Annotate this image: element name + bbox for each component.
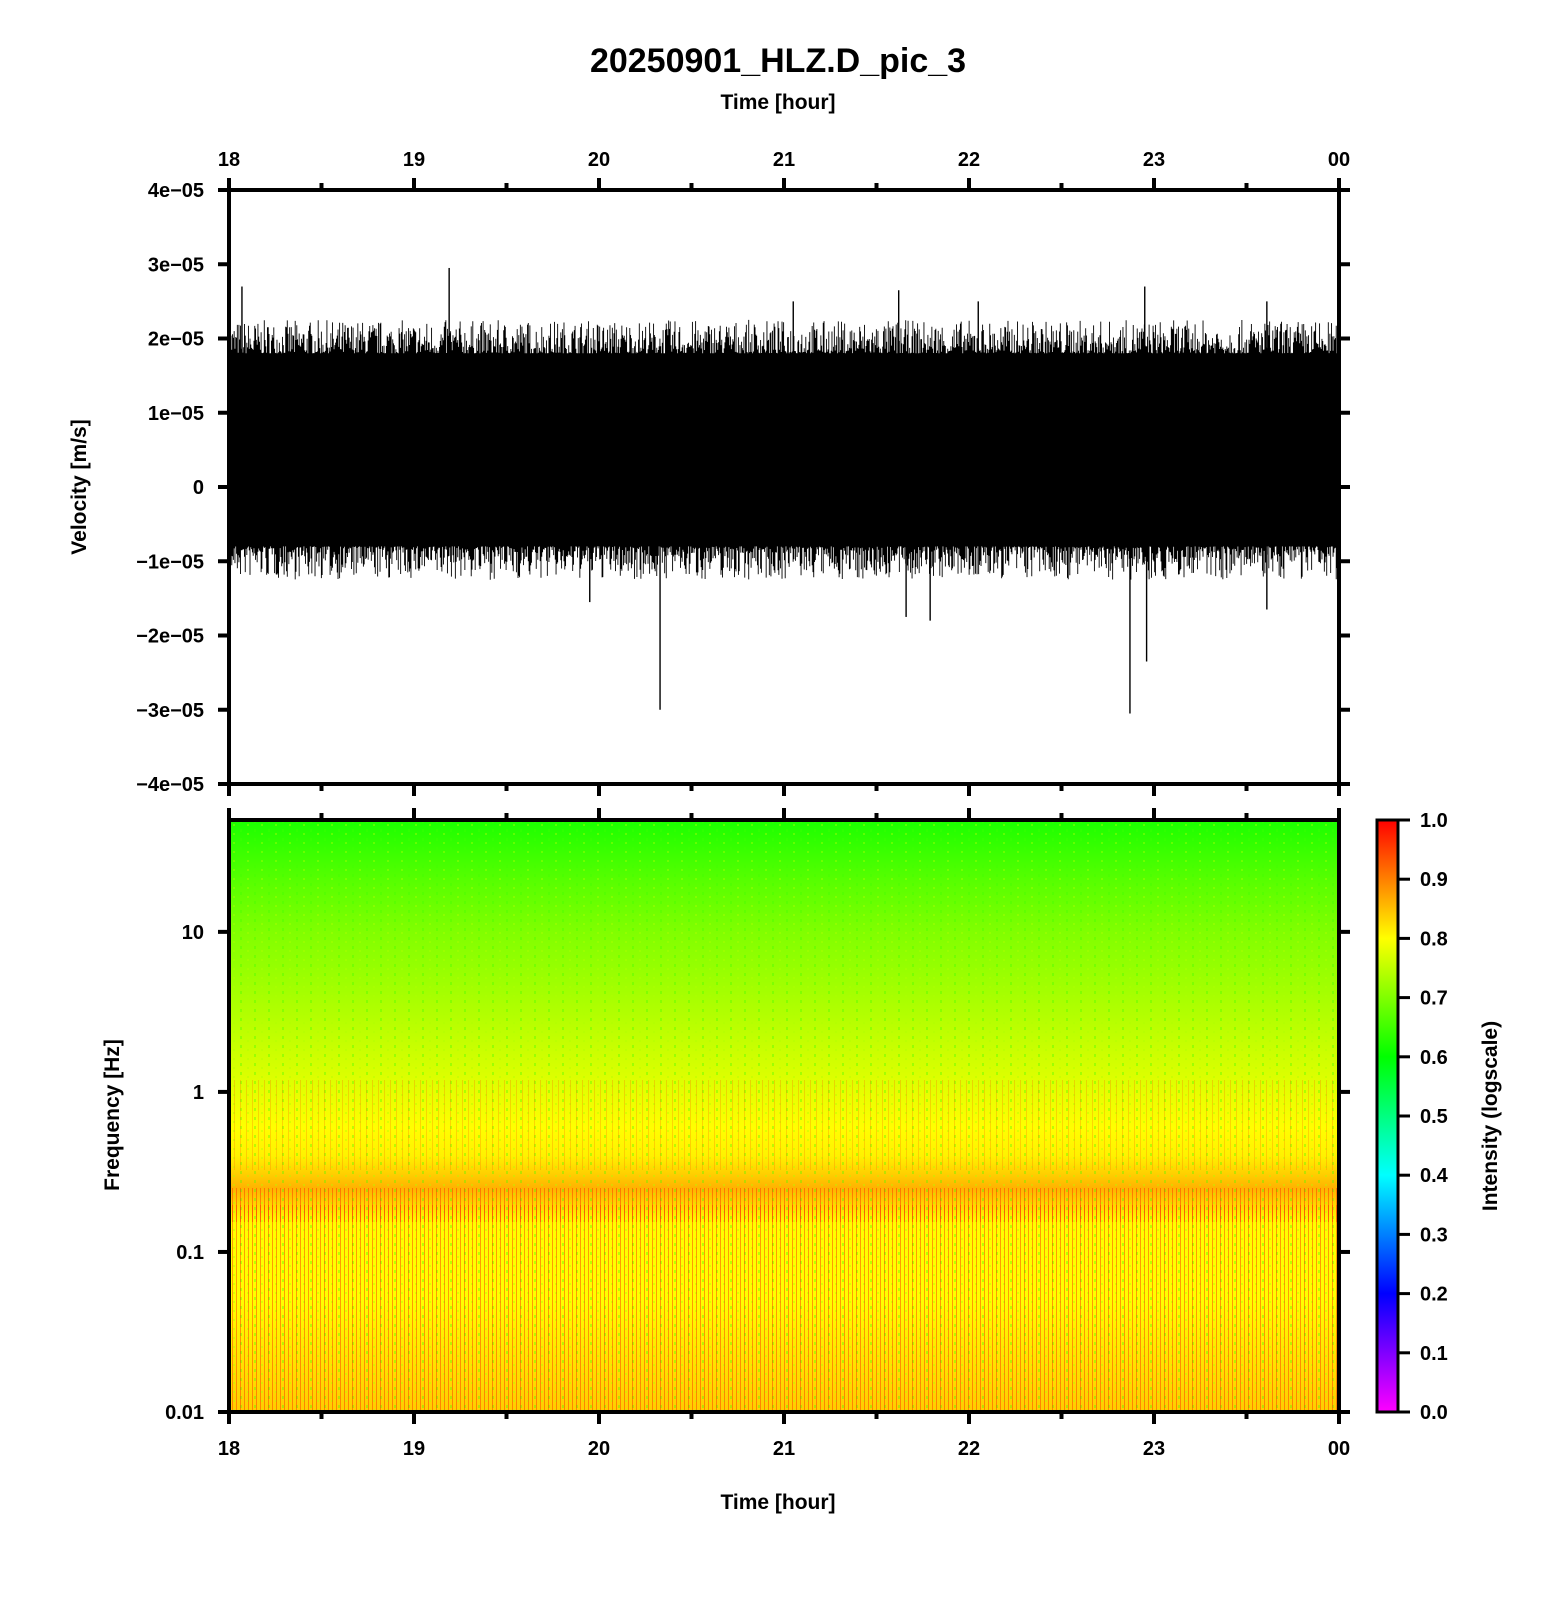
waveform-y-tick-label: −1e−05 <box>136 551 204 573</box>
spectrogram-y-ticks: 10 1 0.1 0.01 <box>165 922 1350 1424</box>
top-x-tick-label: 18 <box>218 149 240 171</box>
waveform-y-ticks: 4e−05 3e−05 2e−05 1e−05 0 −1e−05 −2e−05 −3e−05 −… <box>136 180 1350 796</box>
colorbar-tick-label: 0.6 <box>1420 1047 1448 1069</box>
spectrogram-y-axis-title: Frequency [Hz] <box>101 1039 124 1191</box>
bottom-x-axis-title: Time [hour] <box>720 1491 835 1514</box>
colorbar-tick-label: 0.2 <box>1420 1284 1448 1306</box>
waveform-x-ticks: 18 19 20 21 22 23 00 <box>218 149 1350 796</box>
top-x-axis-title: Time [hour] <box>720 91 835 114</box>
colorbar-tick-label: 0.5 <box>1420 1106 1448 1128</box>
colorbar-tick-label: 1.0 <box>1420 810 1448 832</box>
waveform-y-axis-title: Velocity [m/s] <box>68 419 91 554</box>
colorbar-tick-label: 0.0 <box>1420 1402 1448 1424</box>
colorbar-tick-label: 0.9 <box>1420 869 1448 891</box>
colorbar-tick-label: 0.7 <box>1420 988 1448 1010</box>
spectrogram-y-tick-label: 10 <box>182 922 204 944</box>
waveform-y-tick-label: 1e−05 <box>148 403 204 425</box>
waveform-y-tick-label: −3e−05 <box>136 700 204 722</box>
colorbar-ticks: 0.0 0.1 0.2 0.3 0.4 0.5 0.6 0.7 0.8 0.9 1.0 <box>1398 810 1449 1424</box>
waveform-y-tick-label: −2e−05 <box>136 626 204 648</box>
waveform-y-tick-label: 4e−05 <box>148 180 204 202</box>
spectrogram-y-tick-label: 1 <box>193 1082 204 1104</box>
waveform-panel: 18 19 20 21 22 23 00 4e−05 3e−05 2e−05 1e−05 0 −1e−… <box>68 149 1350 796</box>
top-x-tick-label: 20 <box>588 149 610 171</box>
bottom-x-tick-label: 21 <box>773 1438 795 1460</box>
spectrogram-y-tick-label: 0.1 <box>176 1242 204 1264</box>
waveform-core-band <box>229 360 1339 539</box>
top-x-tick-label: 00 <box>1328 149 1350 171</box>
spectrogram-upper-striping <box>229 1080 1339 1170</box>
spectrogram-y-tick-label: 0.01 <box>165 1402 204 1424</box>
waveform-trace <box>228 267 1340 714</box>
top-x-tick-label: 23 <box>1143 149 1165 171</box>
spectrogram-panel: 18 19 20 21 22 23 00 10 1 0.1 0.01 Frequency [Hz]… <box>101 808 1350 1514</box>
spectrogram-vertical-striping <box>229 1205 1339 1412</box>
waveform-y-tick-label: 3e−05 <box>148 254 204 276</box>
top-x-tick-label: 22 <box>958 149 980 171</box>
top-x-tick-label: 21 <box>773 149 795 171</box>
colorbar-tick-label: 0.3 <box>1420 1224 1448 1246</box>
top-x-tick-label: 19 <box>403 149 425 171</box>
bottom-x-tick-label: 19 <box>403 1438 425 1460</box>
spectrogram-microseism-band <box>229 1188 1339 1222</box>
waveform-y-tick-label: 2e−05 <box>148 329 204 351</box>
colorbar-title: Intensity (logscale) <box>1479 1021 1502 1211</box>
bottom-x-tick-label: 20 <box>588 1438 610 1460</box>
colorbar-tick-label: 0.8 <box>1420 928 1448 950</box>
spectrogram-x-ticks: 18 19 20 21 22 23 00 <box>218 808 1350 1460</box>
colorbar-tick-label: 0.4 <box>1420 1165 1449 1187</box>
colorbar-tick-label: 0.1 <box>1420 1343 1448 1365</box>
colorbar: 0.0 0.1 0.2 0.3 0.4 0.5 0.6 0.7 0.8 0.9 1.0 Intens… <box>1375 810 1502 1424</box>
waveform-y-tick-label: −4e−05 <box>136 774 204 796</box>
waveform-y-tick-label: 0 <box>193 477 204 499</box>
colorbar-gradient <box>1375 818 1400 1414</box>
chart-title: 20250901_HLZ.D_pic_3 <box>590 42 966 80</box>
bottom-x-tick-label: 23 <box>1143 1438 1165 1460</box>
bottom-x-tick-label: 22 <box>958 1438 980 1460</box>
bottom-x-tick-label: 00 <box>1328 1438 1350 1460</box>
bottom-x-tick-label: 18 <box>218 1438 240 1460</box>
